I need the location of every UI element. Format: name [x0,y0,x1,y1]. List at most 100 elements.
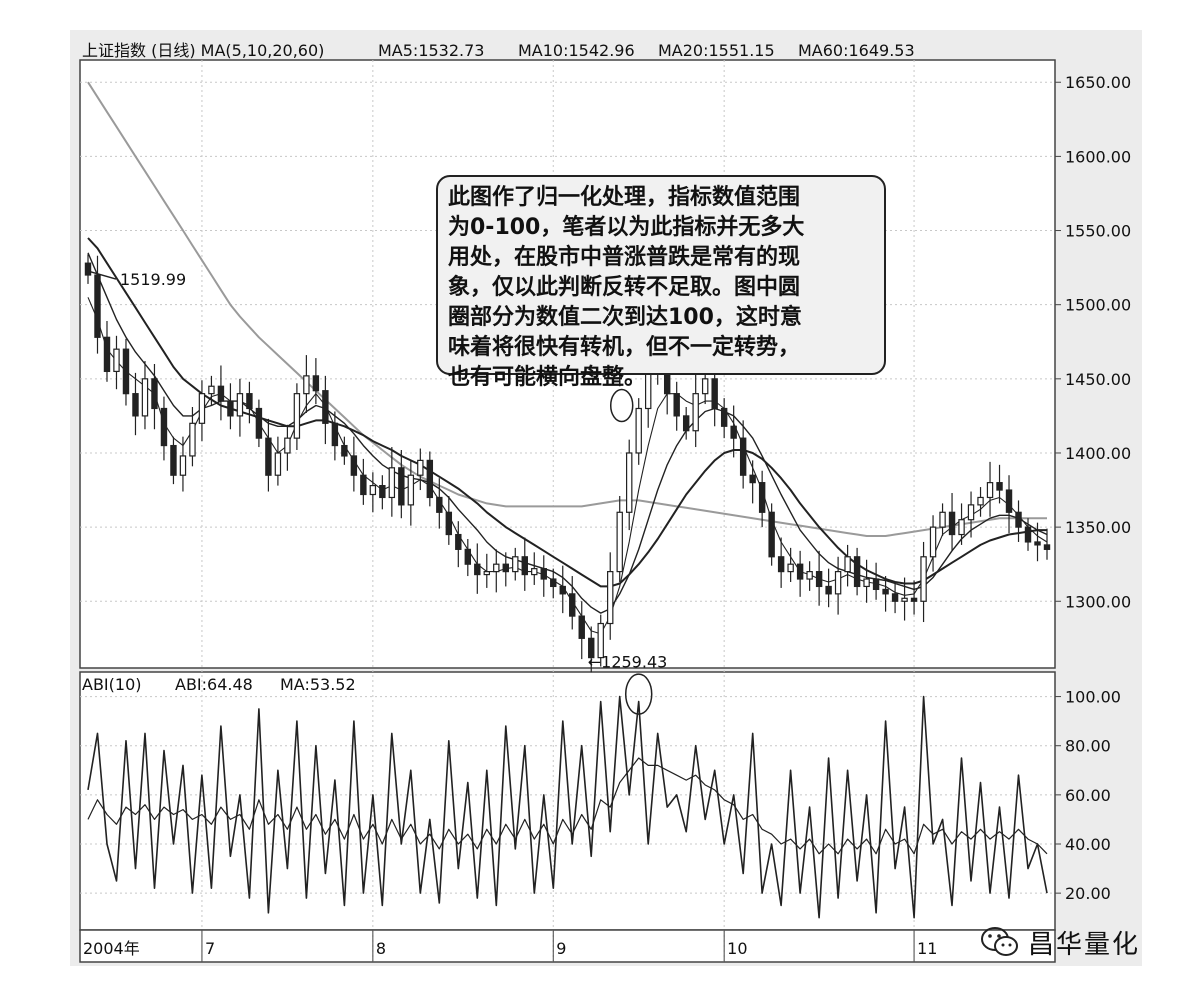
candle [274,436,282,486]
candle-down-body [312,375,320,392]
abi-y-tick-label: 60.00 [1065,786,1111,805]
candle [758,470,766,528]
candle-down-body [445,511,453,536]
abi-y-tick-label: 20.00 [1065,884,1111,903]
candle-down-body [550,578,557,588]
candle [512,547,519,581]
ma20-line [87,237,1047,588]
abi-line [87,695,1048,919]
candle-down-body [474,563,481,576]
candle [303,355,310,413]
candle-up-body [303,375,310,395]
x-tick-label: 7 [205,939,215,958]
candle-up-body [626,452,633,513]
candle [170,436,177,485]
candle-down-body [1043,544,1051,550]
candle-up-body [407,474,415,506]
candle-up-body [284,437,291,454]
main-title: 上证指数 (日线) MA(5,10,20,60) [82,41,324,60]
candle [872,562,880,600]
candle [986,461,994,517]
candle [322,375,329,445]
candle [474,543,481,594]
candle-down-body [910,597,918,602]
candle [730,405,737,458]
candle-up-body [179,455,187,476]
candle [891,583,899,614]
x-tick-label: 8 [376,939,386,958]
candle [673,381,680,431]
candle [151,364,158,430]
candle-down-body [379,485,386,499]
candle-up-body [113,348,120,373]
candle-down-body [360,474,367,496]
candle-up-body [236,393,244,417]
candle [141,361,149,430]
candle [920,541,927,623]
abi-value: ABI:64.48 [175,675,253,694]
candle [939,503,946,537]
candle-down-body [730,425,737,439]
candle [464,538,472,577]
candle-up-body [844,556,851,573]
candle-down-body [464,548,472,565]
candle-up-body [597,622,604,659]
candle-up-body [635,407,642,454]
highlight-circle-abi [624,673,653,715]
candle-down-body [739,437,747,476]
candle [834,556,842,615]
abi-ma-line [87,757,1048,855]
candle [635,398,642,465]
x-tick-label: 11 [917,939,937,958]
candle-down-body [1015,511,1022,528]
candle-down-body [588,637,595,659]
candle [1015,500,1022,542]
candle [977,487,984,517]
candle [94,255,101,354]
candle-up-body [958,519,965,536]
candle [122,338,130,406]
candle [255,399,263,448]
candle-down-body [853,556,861,588]
candle [863,559,870,603]
candle [179,436,187,492]
grid-lines [79,59,1056,963]
x-tick-label: 9 [556,939,566,958]
candle-up-body [806,571,813,580]
candle [910,580,918,615]
candle-down-body [777,556,785,573]
candle [350,436,358,492]
candle [341,436,348,465]
candle-down-body [768,511,775,558]
candle-up-body [388,467,396,499]
candle-down-body [891,593,899,602]
axes: 1650.00 1600.00 1550.00 1500.00 1450.00 1400.… [83,73,1131,962]
chart-frame: 1650.00 1600.00 1550.00 1500.00 1450.00 1400.… [70,30,1142,966]
candle-down-body [948,511,956,536]
candle-down-body [265,437,272,476]
candle [388,447,396,517]
candle [521,537,528,591]
candle-up-body [274,452,282,476]
candle-down-body [569,593,576,617]
candle-down-body [720,407,728,427]
candle [198,380,206,442]
candle [407,460,415,526]
candle [692,374,699,448]
candle-down-body [540,568,547,580]
high-label: 1519.99 [120,270,186,289]
candle-down-body [341,444,348,457]
candle [246,381,253,424]
candle-down-body [170,444,177,476]
candle-up-body [939,511,946,528]
candle-up-body [512,556,519,573]
candle [844,544,851,587]
candle-up-body [920,556,927,602]
candle-down-body [796,563,804,580]
candle-down-body [122,348,130,395]
candle [901,577,908,621]
candle-up-body [483,571,491,576]
highlight-circle-main [609,388,634,423]
candle [569,576,576,630]
candle-up-body [369,485,377,496]
